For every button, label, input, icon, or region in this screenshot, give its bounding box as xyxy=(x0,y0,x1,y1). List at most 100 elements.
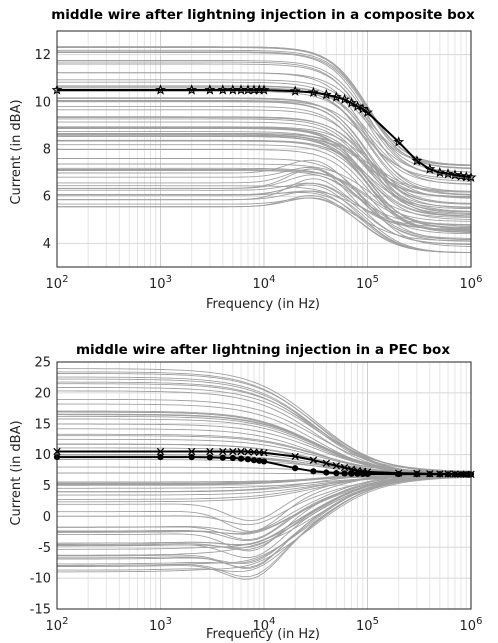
series-point xyxy=(346,97,357,108)
ensemble-curve xyxy=(57,128,472,230)
ensemble-curve xyxy=(57,474,472,549)
y-tick-label: 25 xyxy=(34,356,51,371)
y-tick-label: 15 xyxy=(34,417,51,432)
ensemble-curve xyxy=(57,121,472,215)
ensemble-curve xyxy=(57,132,472,193)
ensemble-curve xyxy=(57,476,472,496)
series-point xyxy=(333,470,340,477)
series-point xyxy=(393,136,405,147)
bottom-chart-xlabel: Frequency (in Hz) xyxy=(206,627,320,642)
series-point xyxy=(434,166,446,178)
y-tick-label: -10 xyxy=(30,572,51,587)
ensemble-curve xyxy=(57,476,472,556)
x-tick-label: 102 xyxy=(46,616,69,634)
series-point xyxy=(457,471,465,478)
ensemble-curve xyxy=(57,46,472,166)
series-point xyxy=(244,448,252,456)
ensemble-curve xyxy=(57,390,472,477)
series-point xyxy=(157,453,164,461)
series-point xyxy=(206,454,213,461)
series-point xyxy=(455,170,467,181)
x-tick-label: 104 xyxy=(253,616,276,634)
series-point xyxy=(260,449,268,457)
ensemble-curve xyxy=(57,135,472,233)
ensemble-curve xyxy=(57,473,472,545)
ensemble-curve xyxy=(57,100,472,180)
ensemble-curve xyxy=(57,190,472,254)
series-point xyxy=(442,168,454,179)
x-tick-label: 105 xyxy=(356,616,379,634)
series-point xyxy=(155,84,166,95)
y-tick-label: 12 xyxy=(34,48,51,63)
top-chart-title: middle wire after lightning injection in… xyxy=(51,7,475,23)
ensemble-curve xyxy=(57,51,472,169)
x-tick-label: 104 xyxy=(253,274,276,292)
top-chart-plot-frame xyxy=(56,30,472,268)
series-point xyxy=(364,470,371,478)
series-point xyxy=(156,447,165,456)
series-point xyxy=(322,459,330,467)
x-tick-label: 106 xyxy=(460,616,483,634)
ensemble-curve xyxy=(57,476,472,573)
ensemble-curve xyxy=(57,81,472,192)
series-point xyxy=(444,471,452,478)
series-point xyxy=(341,470,348,477)
series-point xyxy=(258,84,270,95)
series-point xyxy=(307,86,319,98)
ensemble-curve xyxy=(57,117,472,198)
top-chart-xlabel: Frequency (in Hz) xyxy=(206,297,320,312)
ensemble-curve xyxy=(57,472,472,552)
top-chart-grid xyxy=(56,31,471,267)
series-point xyxy=(219,454,226,461)
y-tick-label: 20 xyxy=(34,386,51,401)
series-point xyxy=(219,447,227,456)
series-point xyxy=(340,463,349,472)
x-tick-label: 103 xyxy=(149,274,172,292)
ensemble-curve xyxy=(57,126,472,192)
ensemble-curve xyxy=(57,105,472,217)
ensemble-curve xyxy=(57,163,472,218)
ensemble-curve xyxy=(57,87,472,196)
ensemble-curve xyxy=(57,185,472,254)
x-tick-label: 106 xyxy=(460,274,483,292)
ensemble-curve xyxy=(57,144,472,233)
series-point xyxy=(310,468,317,475)
y-tick-label: 5 xyxy=(43,479,51,494)
ensemble-curve xyxy=(57,116,472,205)
series-point xyxy=(250,457,258,464)
ensemble-curve xyxy=(57,473,472,500)
bottom-chart: middle wire after lightning injection in… xyxy=(9,342,482,642)
series-point xyxy=(426,471,433,478)
series-point xyxy=(289,85,301,96)
series-point xyxy=(354,470,361,477)
series-point xyxy=(424,163,436,174)
series-point xyxy=(188,453,195,461)
ensemble-curve xyxy=(57,79,472,167)
y-tick-label: -5 xyxy=(38,541,51,556)
series-point xyxy=(237,455,245,462)
series-point xyxy=(413,471,420,478)
ensemble-curve xyxy=(57,182,472,245)
ensemble-curve xyxy=(57,158,472,247)
top-chart-tick-labels: 4 6 8 10 12 102 103 104 105 106 xyxy=(34,48,482,292)
y-tick-label: 6 xyxy=(43,190,51,205)
series-point xyxy=(449,169,461,180)
x-tick-label: 102 xyxy=(46,274,69,292)
bottom-chart-series xyxy=(53,447,475,479)
top-chart-ensemble-curves xyxy=(57,46,472,254)
top-chart: middle wire after lightning injection in… xyxy=(9,7,482,312)
series-point xyxy=(323,469,330,476)
series-point xyxy=(451,471,459,478)
series-point xyxy=(244,456,252,463)
series-point xyxy=(256,457,263,464)
bottom-chart-ylabel: Current (in dBA) xyxy=(9,420,24,525)
ensemble-curve xyxy=(57,97,472,209)
series-point xyxy=(292,465,299,472)
y-tick-label: 8 xyxy=(43,143,51,158)
y-tick-label: 10 xyxy=(34,95,51,110)
y-tick-label: 4 xyxy=(43,237,51,252)
series-point xyxy=(330,91,342,102)
y-tick-label: 10 xyxy=(34,448,51,463)
ensemble-curve xyxy=(57,149,472,240)
